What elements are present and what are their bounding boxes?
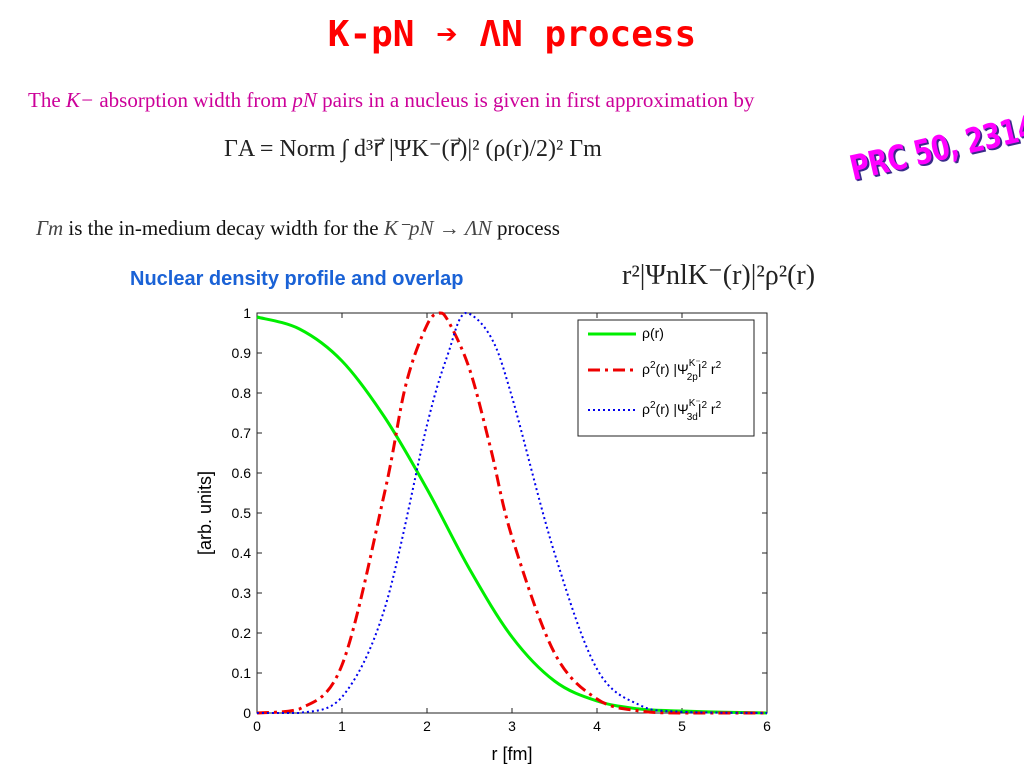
legend-label-0: ρ(r) [642, 325, 664, 341]
intro-pn: pN [292, 88, 317, 112]
x-tick-label: 6 [763, 718, 771, 734]
legend-sup: K⁻ [689, 358, 701, 369]
legend-sup: 2 [716, 400, 722, 411]
y-tick-label: 0.4 [232, 545, 252, 561]
gamma-text-2: process [491, 216, 560, 240]
legend-text: ρ [642, 401, 650, 417]
y-tick-label: 0.3 [232, 585, 252, 601]
y-axis-label: [arb. units] [195, 471, 215, 555]
legend-text: ρ [642, 361, 650, 377]
gamma-text-1: is the in-medium decay width for the [63, 216, 384, 240]
x-tick-label: 4 [593, 718, 601, 734]
intro-prefix: The [28, 88, 66, 112]
gamma-m-symbol: Γm [36, 216, 64, 240]
section-heading: Nuclear density profile and overlap [130, 268, 464, 290]
legend-text: r [707, 361, 716, 377]
reaction-formula: K⁻pN → ΛN [383, 216, 492, 240]
intro-sentence: The K− absorption width from pN pairs in… [28, 88, 754, 113]
legend-label-2: ρ2(r) |ΨK⁻ 3d|2 r2 [642, 398, 722, 423]
y-tick-label: 0 [243, 705, 251, 721]
legend-sub: 2p [687, 372, 699, 383]
legend-text: | [698, 401, 702, 417]
intro-mid: absorption width from [94, 88, 293, 112]
legend-label-1: ρ2(r) |ΨK⁻ 2p|2 r2 [642, 358, 722, 383]
legend-sub: 3d [687, 412, 698, 423]
legend-text: ρ(r) [642, 325, 664, 341]
legend-text: | [698, 361, 702, 377]
series-line-1 [256, 311, 767, 715]
overlap-formula: r²|ΨnlK⁻(r)|²ρ²(r) [622, 260, 816, 291]
legend-sup: 2 [650, 400, 656, 411]
legend-sup: 2 [701, 360, 707, 371]
x-tick-label: 2 [423, 718, 431, 734]
legend-text: r [707, 401, 716, 417]
gamma-definition: Γm is the in-medium decay width for the … [36, 216, 560, 241]
intro-k-minus: K− [65, 88, 95, 112]
x-axis-label: r [fm] [492, 744, 533, 764]
intro-suffix: pairs in a nucleus is given in first app… [316, 88, 755, 112]
x-tick-label: 1 [338, 718, 346, 734]
y-tick-label: 0.2 [232, 625, 252, 641]
legend-text: (r) |Ψ [656, 401, 689, 417]
y-tick-label: 0.1 [232, 665, 252, 681]
y-tick-label: 1 [243, 305, 251, 321]
legend-box [577, 319, 755, 437]
legend-sup: 2 [650, 360, 656, 371]
legend-sup: 2 [701, 400, 707, 411]
legend-sup: K⁻ [689, 398, 701, 409]
y-tick-label: 0.6 [232, 465, 252, 481]
y-tick-label: 0.5 [232, 505, 252, 521]
y-tick-label: 0.8 [232, 385, 252, 401]
x-tick-label: 0 [253, 718, 261, 734]
y-tick-label: 0.7 [232, 425, 252, 441]
absorption-width-equation: ΓA = Norm ∫ d³r⃗ |ΨK⁻(r⃗)|² (ρ(r)/2)² Γm [224, 136, 602, 162]
x-tick-label: 5 [678, 718, 686, 734]
y-tick-label: 0.9 [232, 345, 252, 361]
legend-text: (r) |Ψ [656, 361, 689, 377]
x-tick-label: 3 [508, 718, 516, 734]
legend-sup: 2 [716, 360, 722, 371]
series-line-2 [257, 311, 768, 714]
slide-title: K-pN ➔ ΛN process [327, 14, 697, 55]
